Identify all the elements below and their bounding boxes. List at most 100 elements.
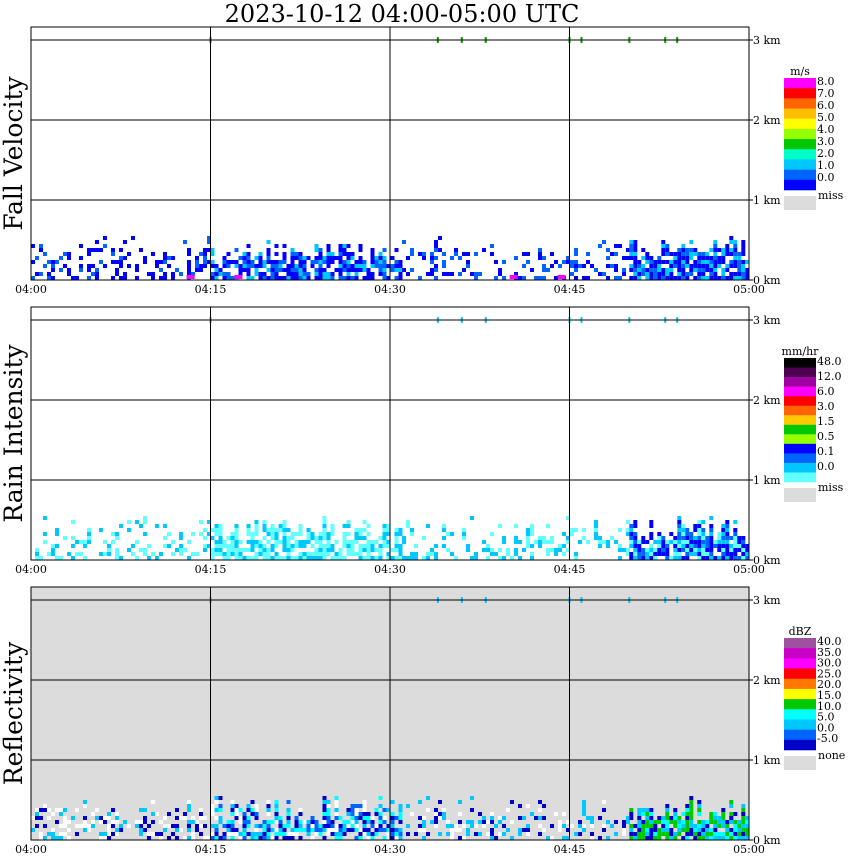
x-tick-label: 05:00 [733, 283, 765, 296]
echo-cell [286, 536, 291, 540]
legend-swatch [784, 78, 816, 89]
echo-cell [370, 824, 375, 828]
echo-cell [394, 248, 399, 252]
echo-cell [562, 544, 566, 548]
legend-swatch [784, 638, 816, 649]
echo-cell [318, 256, 323, 260]
echo-cell [115, 828, 119, 832]
echo-cell [705, 836, 710, 840]
echo-cell [462, 252, 466, 256]
echo-cell [354, 272, 359, 276]
echo-cell [665, 816, 670, 820]
echo-cell [274, 252, 279, 256]
echo-cell [163, 824, 167, 828]
echo-cell [466, 828, 470, 832]
echo-cell [733, 276, 738, 280]
echo-cell [278, 528, 283, 532]
echo-cell [95, 248, 99, 252]
echo-cell [378, 536, 383, 540]
echo-cell [649, 556, 654, 560]
echo-cell [458, 272, 462, 276]
echo-cell [697, 812, 702, 816]
echo-cell [151, 812, 155, 816]
echo-cell [59, 832, 63, 836]
echo-cell [250, 808, 255, 812]
x-tick-label: 04:00 [15, 843, 47, 856]
echo-cell [250, 800, 255, 804]
echo-cell [394, 832, 399, 836]
echo-cell [366, 544, 371, 548]
echo-cell [558, 824, 562, 828]
echo-cell [258, 544, 263, 548]
echo-cell [386, 808, 391, 812]
echo-cell [238, 540, 243, 544]
echo-cell [250, 544, 255, 548]
echo-cell [538, 808, 542, 812]
echo-cell [31, 276, 35, 280]
echo-cell [661, 272, 666, 276]
echo-cell [326, 264, 331, 268]
echo-cell [689, 808, 694, 812]
echo-cell [510, 800, 514, 804]
echo-cell [210, 260, 215, 264]
echo-cell [426, 832, 430, 836]
echo-cell [677, 516, 682, 520]
echo-cell [681, 264, 686, 268]
y-tick-label: 2 km [753, 114, 781, 127]
echo-cell [222, 544, 227, 548]
echo-cell [191, 832, 195, 836]
echo-cell [434, 816, 438, 820]
legend-swatch [784, 719, 816, 730]
echo-cell [59, 256, 63, 260]
echo-cell [717, 548, 722, 552]
echo-cell [458, 828, 462, 832]
echo-cell [382, 836, 387, 840]
echo-cell [230, 808, 235, 812]
echo-cell [685, 528, 690, 532]
echo-cell [701, 260, 706, 264]
echo-cell [685, 264, 690, 268]
echo-cell [729, 828, 734, 832]
echo-cell [39, 248, 43, 252]
echo-cell [103, 816, 107, 820]
legend-swatch [784, 128, 816, 140]
echo-cell [713, 544, 718, 548]
echo-cell [382, 528, 387, 532]
echo-cell [701, 552, 706, 556]
echo-cell [191, 272, 195, 276]
echo-cell [238, 256, 243, 260]
legend-label: 15.0 [817, 689, 842, 702]
echo-cell [618, 556, 622, 560]
echo-cell [298, 812, 303, 816]
echo-cell [326, 536, 331, 540]
echo-cell [701, 540, 706, 544]
echo-cell [514, 552, 518, 556]
echo-cell [310, 556, 315, 560]
echo-cell [538, 824, 542, 828]
echo-cell [426, 524, 430, 528]
echo-cell [306, 536, 311, 540]
echo-cell [151, 800, 155, 804]
echo-cell [649, 832, 654, 836]
echo-cell [135, 520, 139, 524]
echo-cell [454, 248, 458, 252]
echo-cell [386, 552, 391, 556]
echo-cell [222, 836, 227, 840]
echo-cell [366, 268, 371, 272]
echo-cell [574, 832, 578, 836]
echo-cell [466, 820, 470, 824]
echo-cell [226, 556, 231, 560]
echo-cell [745, 548, 750, 552]
echo-cell [530, 544, 534, 548]
echo-cell [705, 556, 710, 560]
echo-cell [669, 828, 674, 832]
echo-cell [314, 272, 319, 276]
echo-cell [645, 540, 650, 544]
echo-cell [641, 820, 646, 824]
echo-cell [641, 836, 646, 840]
echo-cell [689, 544, 694, 548]
echo-cell [258, 264, 263, 268]
echo-cell [629, 244, 634, 248]
echo-cell [326, 272, 331, 276]
echo-cell [518, 276, 522, 280]
